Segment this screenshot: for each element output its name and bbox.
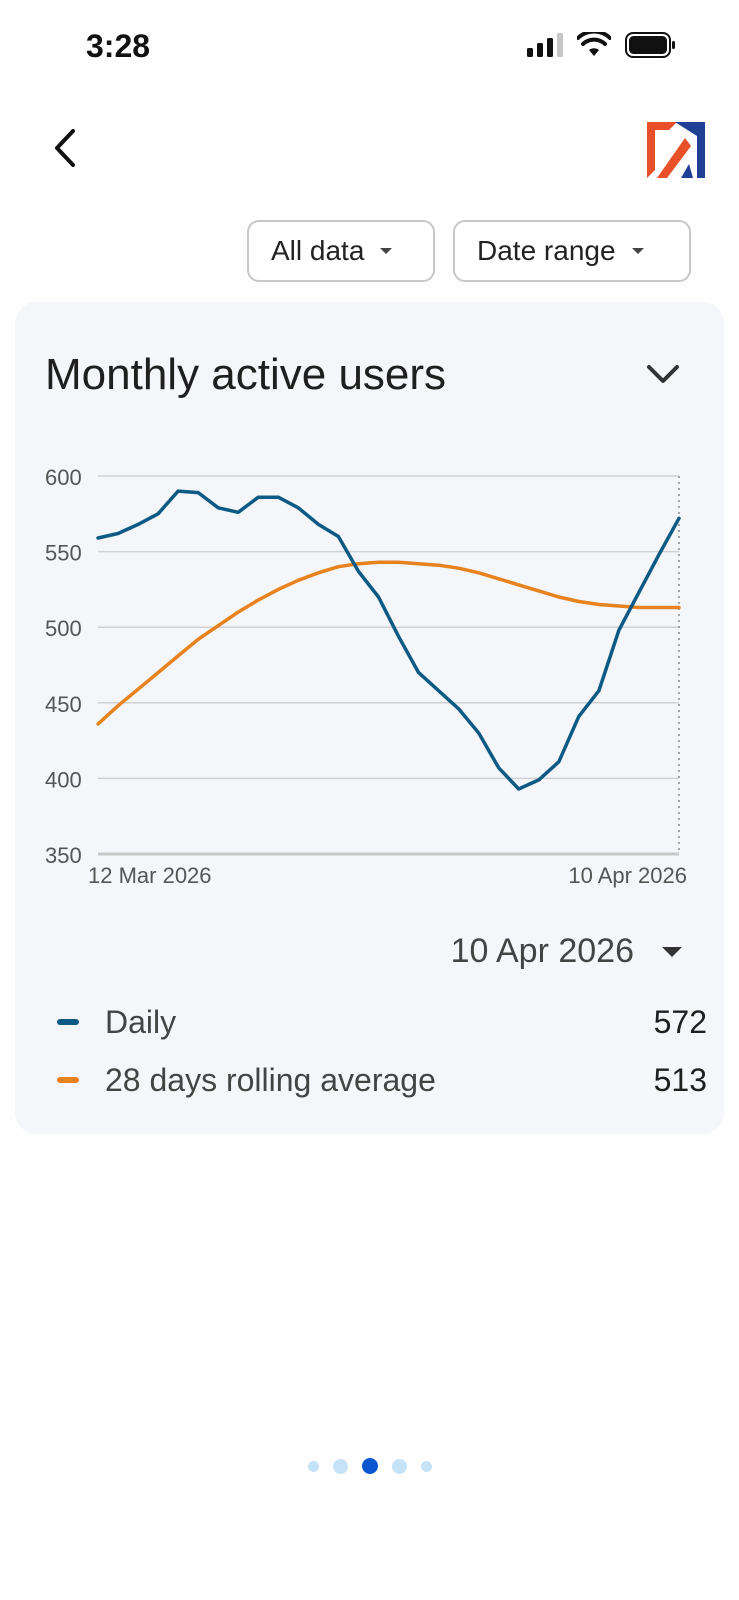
y-tick-label: 550 <box>45 541 82 566</box>
caret-down-icon <box>662 946 682 957</box>
chevron-left-icon <box>55 129 75 167</box>
card-title: Monthly active users <box>45 350 447 399</box>
legend-swatch-rolling-average <box>57 1077 79 1083</box>
x-tick-label: 10 Apr 2026 <box>568 863 687 888</box>
cellular-signal-icon <box>527 33 563 57</box>
caret-down-icon <box>631 248 644 254</box>
back-button[interactable] <box>40 118 90 178</box>
selected-date-dropdown[interactable]: 10 Apr 2026 <box>451 932 682 971</box>
battery-icon <box>625 32 675 58</box>
page-dot[interactable] <box>307 1460 319 1472</box>
date-range-label: Date range <box>477 235 616 266</box>
page-dot[interactable] <box>420 1460 432 1472</box>
y-tick-label: 400 <box>45 767 82 792</box>
all-data-dropdown[interactable]: All data <box>247 220 435 282</box>
selected-date-label: 10 Apr 2026 <box>450 932 634 970</box>
series-line <box>96 560 681 726</box>
page-dot[interactable] <box>332 1458 348 1474</box>
page-dot[interactable] <box>391 1458 407 1474</box>
x-tick-label: 12 Mar 2026 <box>88 863 212 888</box>
y-tick-label: 450 <box>45 692 82 717</box>
chevron-down-icon[interactable] <box>643 354 683 394</box>
status-time: 3:28 <box>86 28 151 64</box>
caret-down-icon <box>380 248 393 254</box>
y-tick-label: 500 <box>45 616 82 641</box>
y-tick-label: 350 <box>45 843 82 868</box>
legend-value: 513 <box>653 1061 707 1098</box>
legend-value: 572 <box>653 1003 707 1040</box>
date-range-dropdown[interactable]: Date range <box>453 220 691 282</box>
wifi-icon <box>577 32 611 56</box>
legend-label: 28 days rolling average <box>105 1061 436 1098</box>
page-indicator[interactable] <box>0 1458 739 1474</box>
legend-swatch-daily <box>57 1019 79 1025</box>
status-icons <box>527 32 677 58</box>
page-dot-active[interactable] <box>361 1458 378 1474</box>
status-bar: 3:28 <box>0 0 739 90</box>
series-line <box>96 489 681 791</box>
line-chart: 350 400 450 500 550 600 12 Mar 2026 10 Apr 2026 <box>45 465 687 888</box>
chart-card: Monthly active users 350 400 450 500 550 600 1… <box>15 302 724 1134</box>
app-logo <box>647 122 705 178</box>
legend-item-daily: Daily 572 <box>57 1000 707 1044</box>
y-tick-label: 600 <box>45 465 82 490</box>
legend-item-rolling-average: 28 days rolling average 513 <box>57 1058 707 1102</box>
all-data-label: All data <box>271 235 365 266</box>
legend-label: Daily <box>105 1003 177 1040</box>
